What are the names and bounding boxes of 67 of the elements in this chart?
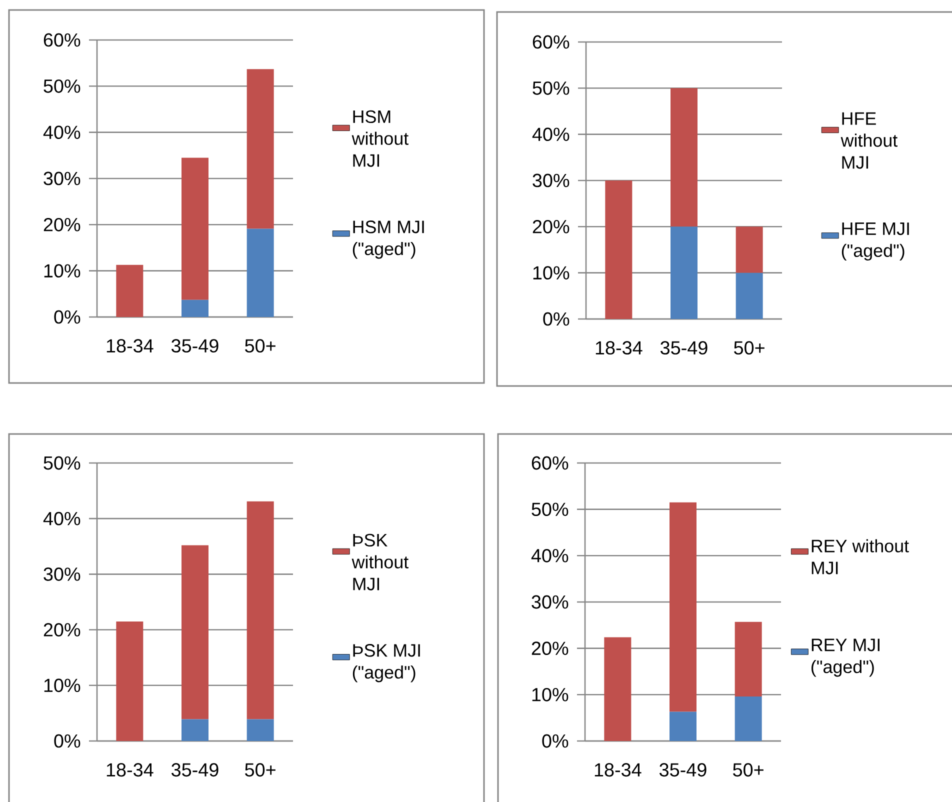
bar [116, 621, 144, 741]
y-tick-label: 20% [532, 220, 570, 234]
y-tick-label: 60% [532, 35, 570, 49]
y-tick-label: 60% [532, 456, 568, 470]
bar [670, 226, 698, 319]
legend-label: HFE MJI ("aged") [842, 222, 909, 261]
bar [182, 719, 209, 741]
legend-label: HFE without MJI [840, 112, 898, 169]
legend-label: REY MJI ("aged") [812, 638, 880, 677]
y-tick-label: 20% [44, 218, 80, 232]
y-tick-label: 0% [542, 734, 568, 748]
x-tick-label: 50+ [245, 339, 276, 353]
y-tick-label: 0% [54, 310, 80, 324]
y-tick-label: 20% [532, 642, 568, 656]
y-tick-label: 40% [531, 548, 568, 562]
y-tick-label: 10% [532, 688, 568, 702]
bar [734, 622, 762, 697]
y-tick-label: 10% [44, 678, 80, 692]
y-tick-label: 40% [532, 128, 570, 142]
x-tick-label: 50+ [245, 763, 276, 777]
legend-label: HSM MJI ("aged") [352, 220, 424, 259]
bar [182, 300, 209, 317]
x-tick-label: 50+ [733, 763, 764, 777]
x-tick-label: 18-34 [594, 763, 642, 777]
x-tick-label: 35-49 [660, 341, 708, 355]
bar [734, 696, 762, 741]
x-tick-label: 18-34 [106, 763, 154, 777]
x-tick-label: 35-49 [172, 339, 218, 353]
y-tick-label: 20% [44, 623, 80, 636]
x-tick-label: 18-34 [596, 341, 642, 355]
legend-label: REY without MJI [812, 539, 909, 574]
bar [605, 180, 632, 319]
y-tick-label: 10% [44, 264, 80, 278]
bar [736, 226, 763, 273]
bar [246, 69, 274, 229]
x-tick-label: 50+ [734, 341, 764, 355]
bar [670, 502, 697, 712]
y-tick-label: 0% [543, 312, 570, 326]
y-tick-label: 40% [43, 512, 80, 526]
y-tick-label: 40% [43, 126, 80, 140]
bar [670, 712, 697, 741]
y-tick-label: 50% [532, 81, 570, 95]
y-tick-label: 60% [44, 33, 80, 47]
bar [116, 264, 144, 317]
bar [736, 272, 763, 319]
legend-label: ÞSK MJI ("aged") [352, 644, 420, 682]
bar [670, 88, 698, 227]
y-tick-label: 30% [532, 595, 568, 609]
y-tick-label: 30% [532, 174, 570, 188]
legend-label: ÞSK without MJI [352, 534, 408, 590]
y-tick-label: 10% [533, 266, 570, 280]
x-tick-label: 35-49 [172, 763, 218, 777]
y-tick-label: 0% [54, 734, 80, 748]
y-tick-label: 50% [44, 79, 80, 93]
bar [604, 637, 632, 741]
bar [246, 228, 274, 317]
x-tick-label: 18-34 [106, 339, 154, 353]
bar [246, 501, 274, 720]
y-tick-label: 50% [532, 502, 568, 516]
bar [182, 545, 209, 720]
y-tick-label: 30% [44, 172, 80, 186]
bar [246, 719, 274, 741]
y-tick-label: 50% [44, 456, 80, 470]
legend-label: HSM without MJI [352, 110, 408, 167]
x-tick-label: 35-49 [660, 763, 706, 777]
y-tick-label: 30% [44, 567, 80, 581]
bar [182, 158, 209, 300]
